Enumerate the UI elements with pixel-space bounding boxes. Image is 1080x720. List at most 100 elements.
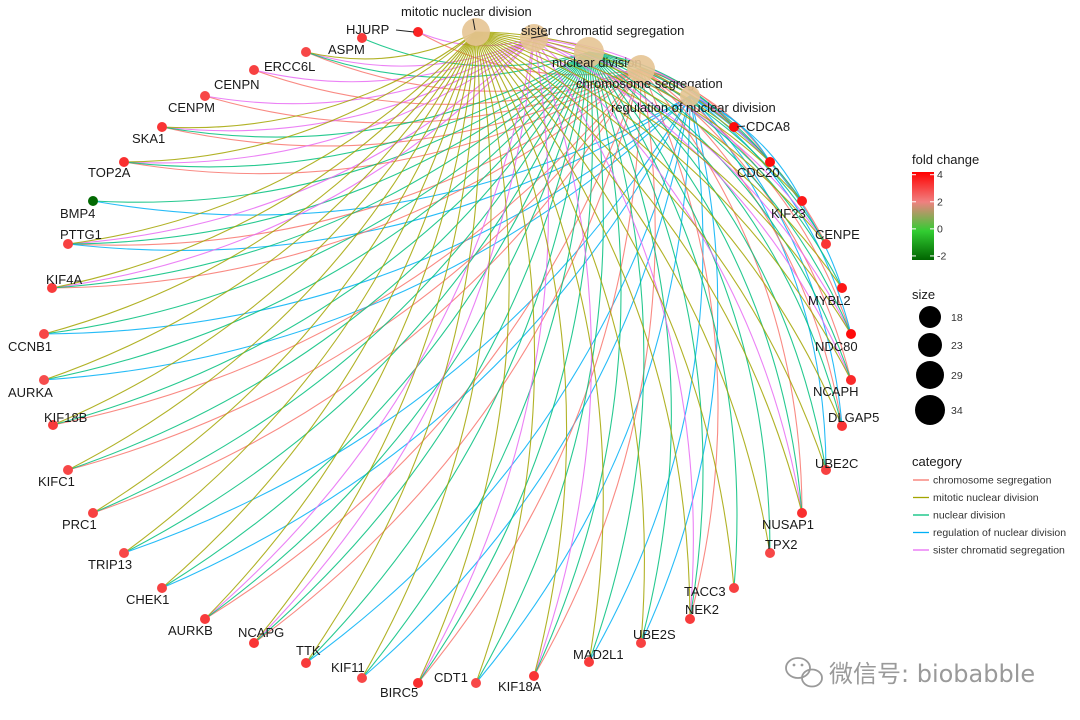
gene-label-nusap1: NUSAP1	[762, 517, 814, 532]
edge-ncaph-sister-chromatid-segregation	[533, 37, 852, 381]
gene-node-ska1[interactable]	[157, 122, 167, 132]
gene-node-birc5[interactable]	[413, 678, 423, 688]
gene-node-bmp4[interactable]	[88, 196, 98, 206]
gene-label-cenpn: CENPN	[214, 77, 260, 92]
gene-node-kif23[interactable]	[797, 196, 807, 206]
gene-node-tpx2[interactable]	[765, 548, 775, 558]
gene-node-prc1[interactable]	[88, 508, 98, 518]
edge-nusap1-mitotic-nuclear-division	[475, 31, 803, 514]
fold-change-legend: fold change 4 2 0 -2	[912, 152, 979, 262]
fold-change-title: fold change	[912, 152, 979, 167]
size-legend-title: size	[912, 287, 935, 302]
gene-node-mad2l1[interactable]	[584, 657, 594, 667]
term-node-regulation-of-nuclear-division[interactable]	[680, 86, 700, 106]
gene-label-cdt1: CDT1	[434, 670, 468, 685]
edge-aurkb-nuclear-division	[204, 51, 590, 620]
edge-dlgap5-chromosome-segregation	[640, 68, 843, 427]
term-label-regulation-of-nuclear-division: regulation of nuclear division	[611, 100, 776, 115]
gene-node-cdca8[interactable]	[729, 122, 739, 132]
gene-node-ndc80[interactable]	[846, 329, 856, 339]
gene-node-dlgap5[interactable]	[837, 421, 847, 431]
size-legend-circle	[918, 333, 942, 357]
term-node-chromosome-segregation[interactable]	[627, 55, 655, 83]
edge-kifc1-chromosome-segregation	[67, 68, 642, 471]
edge-kif18a-sister-chromatid-segregation	[533, 37, 592, 677]
edge-cdt1-regulation-of-nuclear-division	[475, 95, 691, 684]
gene-node-trip13[interactable]	[119, 548, 129, 558]
edge-tacc3-mitotic-nuclear-division	[475, 31, 735, 589]
edge-mad2l1-mitotic-nuclear-division	[475, 31, 604, 663]
gene-node-aurkb[interactable]	[200, 614, 210, 624]
edge-layer	[43, 31, 852, 684]
gene-node-kif4a[interactable]	[47, 283, 57, 293]
gene-label-cenpm: CENPM	[168, 100, 215, 115]
category-legend-label-chromosome-segregation: chromosome segregation	[933, 475, 1052, 487]
edge-ccnb1-nuclear-division	[43, 51, 590, 335]
gene-node-aspm[interactable]	[357, 33, 367, 43]
edge-trip13-regulation-of-nuclear-division	[123, 95, 691, 554]
edge-trip13-mitotic-nuclear-division	[123, 31, 477, 554]
edge-mybl2-regulation-of-nuclear-division	[689, 95, 843, 289]
gene-label-kif11: KIF11	[331, 660, 365, 675]
term-label-nuclear-division: nuclear division	[552, 55, 642, 70]
gene-node-ercc6l[interactable]	[301, 47, 311, 57]
wechat-icon	[785, 657, 823, 688]
term-node-layer: mitotic nuclear division sister chromatid…	[401, 4, 776, 115]
gene-node-pttg1[interactable]	[63, 239, 73, 249]
gene-node-cenpm[interactable]	[200, 91, 210, 101]
edge-birc5-chromosome-segregation	[417, 68, 642, 684]
gene-node-nek2[interactable]	[685, 614, 695, 624]
gene-node-ncapg[interactable]	[249, 638, 259, 648]
edge-kif18b-nuclear-division	[52, 51, 590, 426]
term-label-chromosome-segregation: chromosome segregation	[576, 76, 723, 91]
gene-node-cdt1[interactable]	[471, 678, 481, 688]
edge-chek1-nuclear-division	[161, 51, 590, 589]
edge-kif4a-mitotic-nuclear-division	[51, 31, 477, 289]
term-label-mitotic-nuclear-division: mitotic nuclear division	[401, 4, 532, 19]
fold-change-tick-label: 2	[937, 196, 943, 208]
gene-node-mybl2[interactable]	[837, 283, 847, 293]
gene-node-ttk[interactable]	[301, 658, 311, 668]
gene-node-top2a[interactable]	[119, 157, 129, 167]
gene-node-ncaph[interactable]	[846, 375, 856, 385]
edge-tpx2-mitotic-nuclear-division	[475, 31, 771, 554]
gene-label-ube2s: UBE2S	[633, 627, 676, 642]
gene-node-kif11[interactable]	[357, 673, 367, 683]
edge-bmp4-regulation-of-nuclear-division	[92, 95, 691, 216]
gene-node-kifc1[interactable]	[63, 465, 73, 475]
edge-nusap1-nuclear-division	[588, 51, 803, 514]
gene-node-cenpe[interactable]	[821, 239, 831, 249]
gene-node-aurka[interactable]	[39, 375, 49, 385]
gene-node-nusap1[interactable]	[797, 508, 807, 518]
gene-node-ccnb1[interactable]	[39, 329, 49, 339]
term-node-sister-chromatid-segregation[interactable]	[520, 24, 548, 52]
gene-node-cdc20[interactable]	[765, 157, 775, 167]
term-node-mitotic-nuclear-division[interactable]	[462, 18, 490, 46]
gene-label-aspm: ASPM	[328, 42, 365, 57]
edge-ttk-regulation-of-nuclear-division	[305, 95, 691, 664]
edge-kifc1-mitotic-nuclear-division	[67, 31, 477, 471]
edge-chek1-mitotic-nuclear-division	[161, 31, 477, 589]
gene-node-kif18a[interactable]	[529, 671, 539, 681]
gene-node-hjurp[interactable]	[413, 27, 423, 37]
category-legend-label-mitotic-nuclear-division: mitotic nuclear division	[933, 492, 1039, 504]
gene-node-chek1[interactable]	[157, 583, 167, 593]
term-node-nuclear-division[interactable]	[574, 37, 604, 67]
gene-node-ube2s[interactable]	[636, 638, 646, 648]
edge-cdc20-regulation-of-nuclear-division	[689, 95, 771, 163]
term-label-sister-chromatid-segregation: sister chromatid segregation	[521, 23, 684, 38]
edge-cdca8-nuclear-division	[588, 51, 735, 128]
gene-label-ercc6l: ERCC6L	[264, 59, 315, 74]
edge-cdt1-nuclear-division	[475, 51, 604, 684]
edge-ska1-mitotic-nuclear-division	[161, 31, 477, 129]
gene-node-tacc3[interactable]	[729, 583, 739, 593]
edge-aurka-mitotic-nuclear-division	[43, 31, 477, 381]
gene-label-cdc20: CDC20	[737, 165, 780, 180]
gene-node-cenpn[interactable]	[249, 65, 259, 75]
edge-ncapg-mitotic-nuclear-division	[253, 31, 477, 644]
edge-nusap1-chromosome-segregation	[640, 68, 803, 514]
edge-ube2s-mitotic-nuclear-division	[475, 31, 645, 644]
edge-prc1-mitotic-nuclear-division	[92, 31, 477, 514]
gene-node-kif18b[interactable]	[48, 420, 58, 430]
gene-node-ube2c[interactable]	[821, 465, 831, 475]
